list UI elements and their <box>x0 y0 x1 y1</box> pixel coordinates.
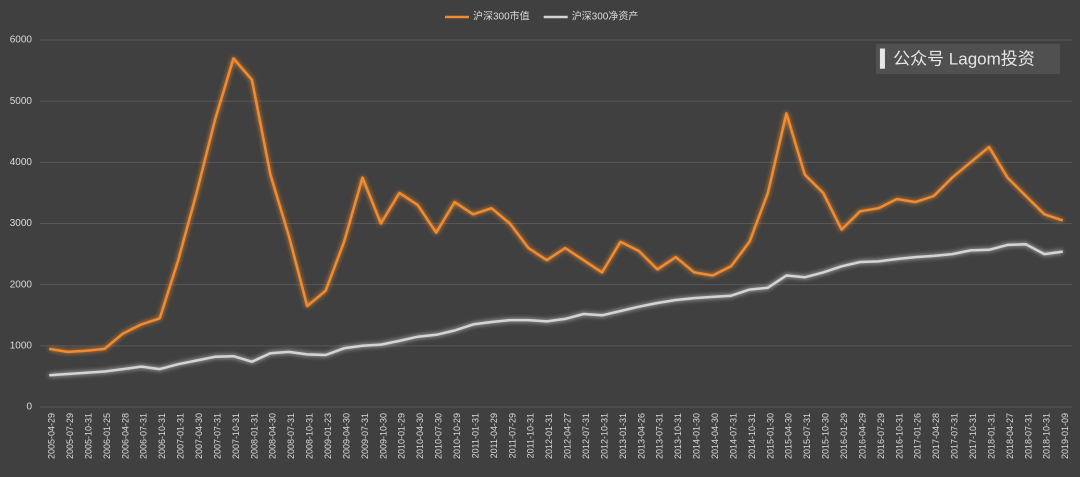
y-tick-label: 0 <box>26 402 32 413</box>
x-tick-label: 2017-04-28 <box>931 413 941 459</box>
x-tick-label: 2010-10-29 <box>452 413 462 459</box>
y-tick-label: 6000 <box>10 35 33 46</box>
x-tick-label: 2008-10-31 <box>305 413 315 459</box>
x-tick-label: 2007-04-30 <box>194 413 204 459</box>
x-tick-label: 2012-04-27 <box>563 413 573 459</box>
watermark-box <box>876 44 1060 74</box>
watermark: ▍公众号 Lagom投资 <box>879 48 1035 69</box>
y-tick-label: 3000 <box>10 218 33 229</box>
x-tick-label: 2015-07-31 <box>802 413 812 459</box>
x-tick-label: 2012-01-31 <box>544 413 554 459</box>
x-tick-label: 2013-10-31 <box>673 413 683 459</box>
x-tick-label: 2014-07-31 <box>728 413 738 459</box>
x-tick-label: 2018-01-31 <box>986 413 996 459</box>
x-tick-label: 2017-10-31 <box>968 413 978 459</box>
x-tick-label: 2012-10-31 <box>599 413 609 459</box>
x-tick-label: 2013-04-26 <box>636 413 646 459</box>
x-tick-label: 2015-10-30 <box>821 413 831 459</box>
x-tick-label: 2016-04-29 <box>857 413 867 459</box>
x-tick-label: 2006-04-28 <box>120 413 130 459</box>
series-line <box>48 57 1064 354</box>
x-tick-label: 2015-01-30 <box>765 413 775 459</box>
x-tick-label: 2005-04-29 <box>47 413 57 459</box>
x-tick-label: 2008-01-31 <box>249 413 259 459</box>
x-tick-label: 2010-07-30 <box>434 413 444 459</box>
x-tick-label: 2013-07-31 <box>655 413 665 459</box>
x-tick-label: 2018-04-27 <box>1005 413 1015 459</box>
x-tick-label: 2011-07-29 <box>507 413 517 458</box>
x-tick-label: 2011-10-31 <box>526 413 536 458</box>
x-tick-label: 2007-01-31 <box>176 413 186 459</box>
legend-label: 沪深300净资产 <box>572 10 639 23</box>
x-tick-label: 2006-01-25 <box>102 413 112 459</box>
x-tick-label: 2011-04-29 <box>489 413 499 458</box>
x-tick-label: 2008-04-30 <box>268 413 278 459</box>
x-tick-label: 2016-01-29 <box>839 413 849 459</box>
y-tick-label: 4000 <box>10 157 33 168</box>
x-tick-label: 2009-04-30 <box>341 413 351 459</box>
x-tick-label: 2008-07-31 <box>286 413 296 459</box>
x-tick-label: 2017-01-26 <box>913 413 923 459</box>
x-tick-label: 2016-07-29 <box>876 413 886 459</box>
series-line <box>49 243 1063 377</box>
x-tick-label: 2010-04-30 <box>415 413 425 459</box>
x-tick-label: 2017-07-31 <box>950 413 960 459</box>
x-tick-label: 2009-07-31 <box>360 413 370 459</box>
x-tick-label: 2012-07-31 <box>581 413 591 459</box>
x-tick-label: 2016-10-31 <box>894 413 904 459</box>
x-tick-label: 2015-04-30 <box>784 413 794 459</box>
x-tick-label: 2018-10-31 <box>1042 413 1052 459</box>
x-tick-label: 2010-01-29 <box>397 413 407 459</box>
x-tick-label: 2019-01-09 <box>1060 413 1070 459</box>
x-tick-label: 2014-10-31 <box>747 413 757 459</box>
x-tick-label: 2009-01-23 <box>323 413 333 459</box>
y-tick-label: 2000 <box>10 279 33 290</box>
x-tick-label: 2013-01-31 <box>618 413 628 459</box>
x-tick-label: 2011-01-31 <box>470 413 480 458</box>
x-tick-label: 2018-07-31 <box>1023 413 1033 459</box>
x-tick-label: 2005-07-29 <box>65 413 75 459</box>
x-tick-label: 2007-07-31 <box>212 413 222 459</box>
x-tick-label: 2005-10-31 <box>83 413 93 459</box>
y-tick-label: 1000 <box>10 340 33 351</box>
legend-label: 沪深300市值 <box>473 10 530 23</box>
x-tick-label: 2006-10-31 <box>157 413 167 459</box>
x-tick-label: 2009-10-30 <box>378 413 388 459</box>
x-tick-label: 2014-01-30 <box>692 413 702 459</box>
y-tick-label: 5000 <box>10 96 33 107</box>
x-tick-label: 2014-04-30 <box>710 413 720 459</box>
x-tick-label: 2006-07-31 <box>139 413 149 459</box>
x-tick-label: 2007-10-31 <box>231 413 241 459</box>
